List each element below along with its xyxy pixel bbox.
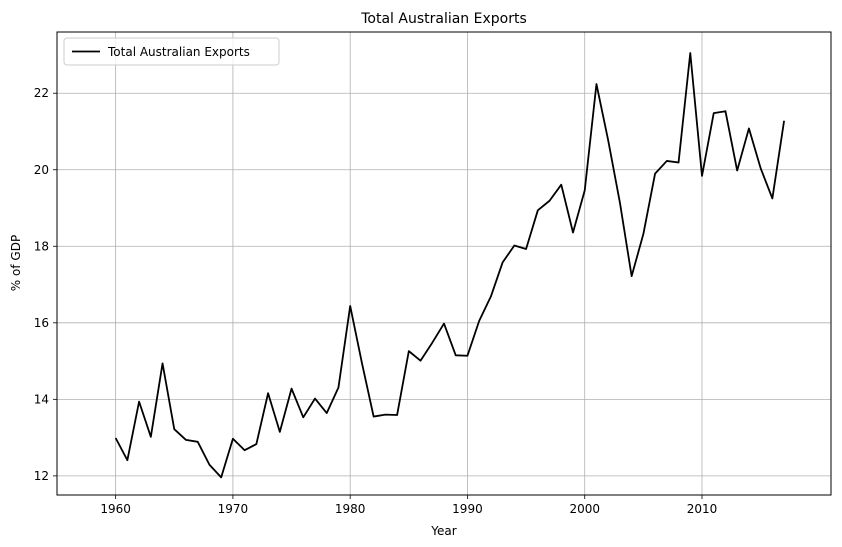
y-axis-title: % of GDP [9, 235, 23, 291]
series-layer [114, 52, 785, 479]
y-tick-label: 16 [34, 316, 49, 330]
x-tick-label: 1970 [218, 502, 249, 516]
x-tick-label: 1990 [452, 502, 483, 516]
y-tick-label: 18 [34, 239, 49, 253]
y-tick-label: 14 [34, 392, 49, 406]
plot-frame [56, 31, 832, 496]
legend-box [63, 37, 280, 66]
y-tick-label: 22 [34, 86, 49, 100]
x-tick-label: 2000 [569, 502, 600, 516]
x-tick-label: 2010 [687, 502, 718, 516]
ticks: 1960 1970 1980 1990 2000 2010 12 14 16 18 20 22 [34, 86, 718, 516]
y-tick-label: 12 [34, 469, 49, 483]
x-axis-title: Year [430, 524, 456, 538]
chart-title: Total Australian Exports [360, 11, 527, 27]
x-tick-label: 1980 [335, 502, 366, 516]
y-tick-label: 20 [34, 163, 49, 177]
legend: Total Australian Exports [63, 37, 280, 66]
legend-label: Total Australian Exports [107, 45, 250, 59]
series-line [114, 52, 785, 479]
x-tick-label: 1960 [100, 502, 131, 516]
